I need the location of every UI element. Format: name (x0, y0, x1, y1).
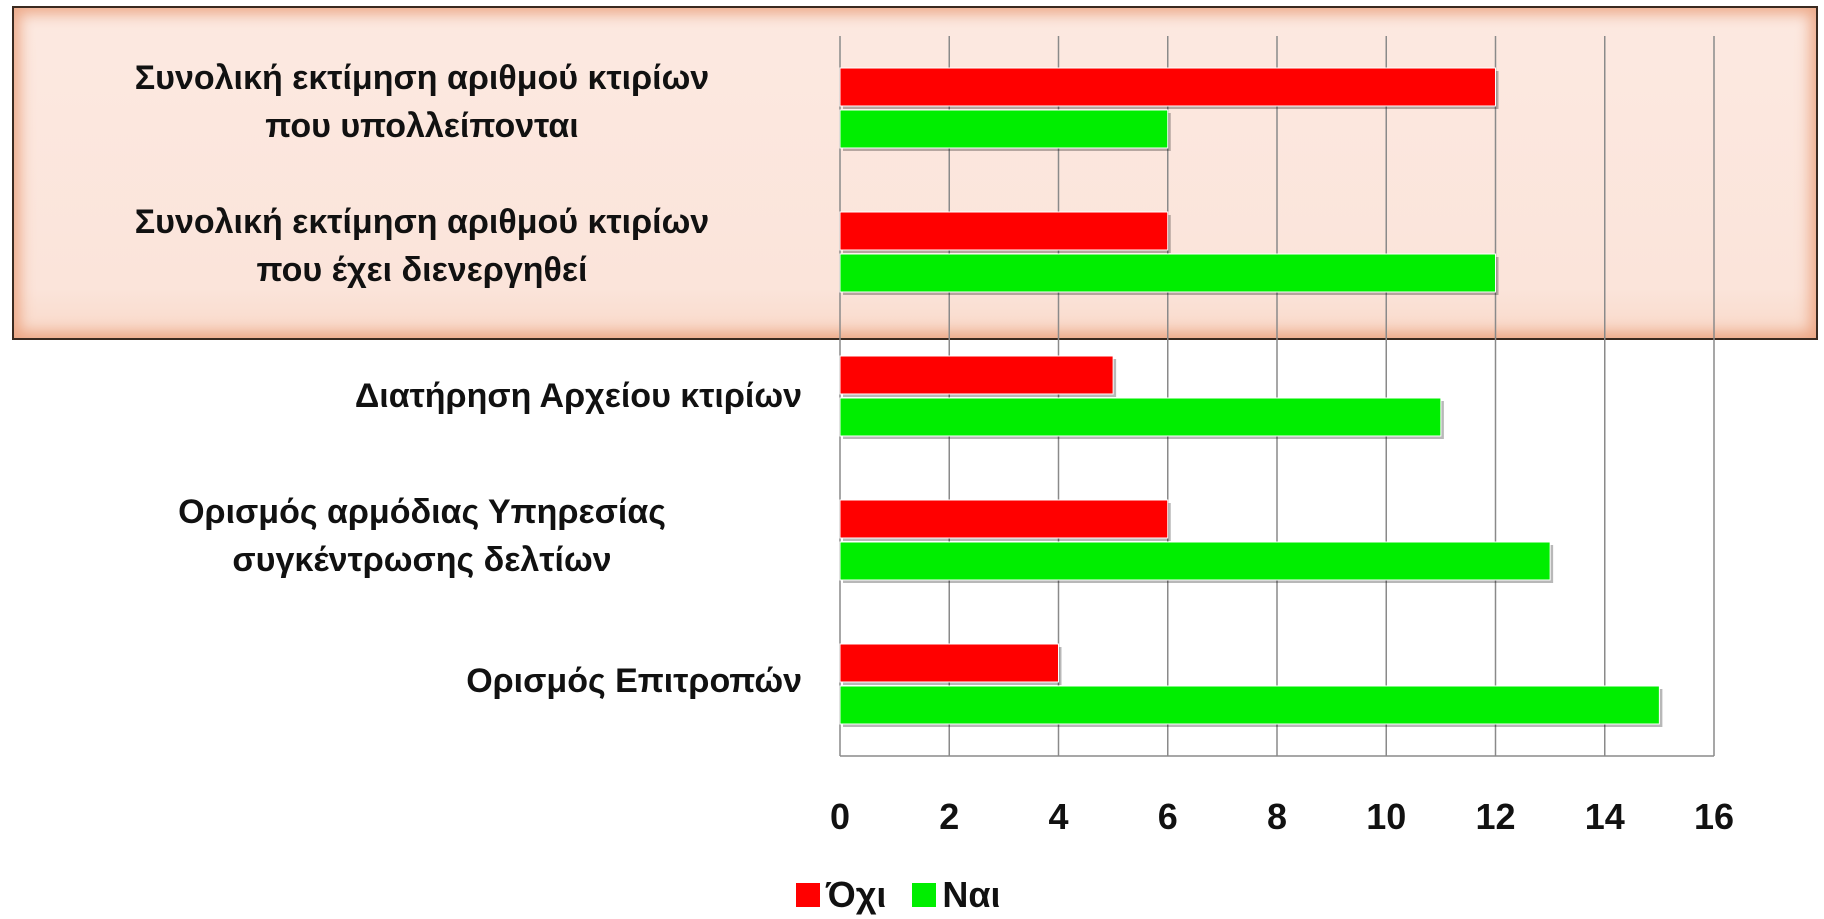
legend-label-no: Όχι (826, 874, 887, 915)
bar (839, 643, 1059, 683)
bar (839, 397, 1442, 437)
x-tick-label: 10 (1366, 796, 1406, 837)
x-tick-label: 2 (939, 796, 959, 837)
category-label: Ορισμός Επιτροπών (466, 662, 802, 700)
legend: Όχι Ναι (796, 874, 1017, 916)
bar (839, 253, 1496, 293)
x-tick-label: 14 (1585, 796, 1625, 837)
x-tick-label: 8 (1267, 796, 1287, 837)
x-tick-label: 12 (1475, 796, 1515, 837)
x-tick-label: 0 (830, 796, 850, 837)
category-label: Συνολική εκτίμηση αριθμού κτιρίων που υπ… (134, 59, 710, 145)
legend-swatch-no (796, 883, 820, 907)
bar (839, 541, 1551, 581)
bar (839, 211, 1169, 251)
category-label: Συνολική εκτίμηση αριθμού κτιρίων που έχ… (134, 203, 710, 289)
bar (839, 355, 1114, 395)
legend-swatch-yes (912, 883, 937, 907)
bar (839, 109, 1169, 149)
x-tick-label: 4 (1048, 796, 1068, 837)
x-tick-label: 16 (1694, 796, 1734, 837)
legend-label-yes: Ναι (942, 874, 1001, 915)
category-label: Διατήρηση Αρχείου κτιρίων (354, 377, 802, 415)
x-tick-label: 6 (1158, 796, 1178, 837)
category-label: Ορισμός αρμόδιας Υπηρεσίας συγκέντρωσης … (178, 493, 666, 579)
bar (839, 499, 1169, 539)
legend-item-no: Όχι (796, 874, 886, 916)
legend-item-yes: Ναι (912, 874, 1001, 916)
bar (839, 685, 1660, 725)
bar (839, 67, 1496, 107)
